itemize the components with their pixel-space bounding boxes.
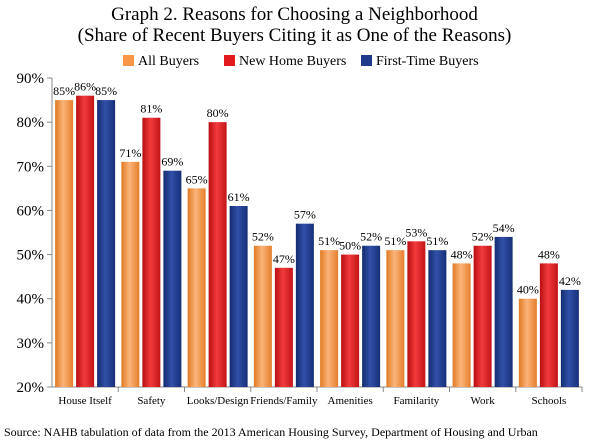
source-note: Source: NAHB tabulation of data from the… bbox=[4, 425, 538, 439]
data-label-new-home-buyers-safety: 81% bbox=[140, 102, 162, 116]
bar-new-home-buyers-familarity bbox=[407, 241, 426, 387]
legend-label-new-home-buyers: New Home Buyers bbox=[239, 54, 347, 69]
x-tick-label: Safety bbox=[137, 395, 166, 407]
x-tick-label: Schools bbox=[531, 395, 566, 407]
bar-first-time-buyers-familarity bbox=[428, 250, 447, 387]
bar-all-buyers-familarity bbox=[386, 250, 405, 387]
x-tick-label: House Itself bbox=[58, 395, 112, 407]
x-tick-label: Looks/Design bbox=[187, 395, 249, 407]
data-label-new-home-buyers-work: 52% bbox=[472, 230, 494, 244]
legend-item-first-time-buyers: First-Time Buyers bbox=[361, 54, 479, 70]
bar-all-buyers-house-itself bbox=[55, 100, 74, 388]
legend-item-new-home-buyers: New Home Buyers bbox=[224, 54, 346, 70]
bar-all-buyers-friends-family bbox=[253, 245, 272, 387]
data-label-new-home-buyers-friends-family: 47% bbox=[273, 252, 295, 266]
data-label-first-time-buyers-friends-family: 57% bbox=[294, 208, 316, 222]
bar-first-time-buyers-house-itself bbox=[97, 100, 116, 388]
bar-new-home-buyers-work bbox=[473, 245, 492, 387]
data-label-all-buyers-looks-design: 65% bbox=[186, 172, 208, 186]
legend-label-all-buyers: All Buyers bbox=[138, 54, 200, 69]
legend-swatch-all-buyers bbox=[123, 55, 134, 66]
y-tick-label: 60% bbox=[17, 203, 45, 219]
bar-new-home-buyers-safety bbox=[142, 117, 161, 387]
data-label-all-buyers-schools: 40% bbox=[517, 283, 539, 297]
legend-item-all-buyers: All Buyers bbox=[123, 54, 199, 70]
bar-first-time-buyers-schools bbox=[560, 289, 579, 387]
legend-label-first-time-buyers: First-Time Buyers bbox=[376, 54, 479, 69]
bar-new-home-buyers-amenities bbox=[341, 254, 360, 387]
y-tick-label: 30% bbox=[17, 336, 45, 352]
data-label-first-time-buyers-schools: 42% bbox=[559, 274, 581, 288]
data-label-all-buyers-amenities: 51% bbox=[318, 234, 340, 248]
bar-all-buyers-amenities bbox=[320, 250, 339, 387]
bar-all-buyers-schools bbox=[518, 298, 537, 387]
x-tick-label: Friends/Family bbox=[250, 395, 318, 407]
bar-first-time-buyers-safety bbox=[163, 170, 182, 387]
bar-first-time-buyers-work bbox=[494, 236, 513, 387]
legend-swatch-first-time-buyers bbox=[361, 55, 372, 66]
chart-title: Graph 2. Reasons for Choosing a Neighbor… bbox=[111, 4, 478, 25]
data-label-first-time-buyers-amenities: 52% bbox=[360, 230, 382, 244]
data-label-first-time-buyers-house-itself: 85% bbox=[95, 84, 117, 98]
bar-first-time-buyers-friends-family bbox=[295, 223, 314, 387]
chart-subtitle: (Share of Recent Buyers Citing it as One… bbox=[77, 25, 512, 46]
data-label-all-buyers-work: 48% bbox=[451, 247, 473, 261]
bar-first-time-buyers-amenities bbox=[362, 245, 381, 387]
data-label-all-buyers-house-itself: 85% bbox=[53, 84, 75, 98]
data-label-new-home-buyers-looks-design: 80% bbox=[207, 106, 229, 120]
data-label-first-time-buyers-looks-design: 61% bbox=[228, 190, 250, 204]
x-tick-label: Familarity bbox=[393, 395, 439, 407]
y-tick-label: 80% bbox=[17, 115, 45, 131]
bar-all-buyers-looks-design bbox=[187, 188, 206, 387]
data-label-new-home-buyers-house-itself: 86% bbox=[74, 80, 96, 94]
data-label-all-buyers-safety: 71% bbox=[119, 146, 141, 160]
legend-swatch-new-home-buyers bbox=[224, 55, 235, 66]
bar-first-time-buyers-looks-design bbox=[229, 206, 248, 387]
data-label-first-time-buyers-work: 54% bbox=[493, 221, 515, 235]
bar-new-home-buyers-looks-design bbox=[208, 122, 227, 388]
y-tick-label: 20% bbox=[17, 380, 45, 396]
data-label-new-home-buyers-schools: 48% bbox=[538, 247, 560, 261]
bar-new-home-buyers-friends-family bbox=[274, 267, 293, 387]
data-label-first-time-buyers-safety: 69% bbox=[161, 155, 183, 169]
data-label-new-home-buyers-amenities: 50% bbox=[339, 239, 361, 253]
data-label-new-home-buyers-familarity: 53% bbox=[405, 225, 427, 239]
bar-all-buyers-safety bbox=[121, 161, 140, 387]
x-tick-label: Amenities bbox=[328, 395, 373, 407]
y-tick-label: 90% bbox=[17, 71, 45, 87]
y-tick-label: 50% bbox=[17, 248, 45, 264]
data-label-all-buyers-friends-family: 52% bbox=[252, 230, 274, 244]
bar-new-home-buyers-house-itself bbox=[76, 95, 95, 388]
bar-all-buyers-work bbox=[452, 263, 471, 387]
x-tick-label: Work bbox=[471, 395, 496, 407]
data-label-first-time-buyers-familarity: 51% bbox=[426, 234, 448, 248]
y-tick-label: 40% bbox=[17, 292, 45, 308]
data-label-all-buyers-familarity: 51% bbox=[384, 234, 406, 248]
y-tick-label: 70% bbox=[17, 159, 45, 175]
bar-new-home-buyers-schools bbox=[539, 263, 558, 387]
